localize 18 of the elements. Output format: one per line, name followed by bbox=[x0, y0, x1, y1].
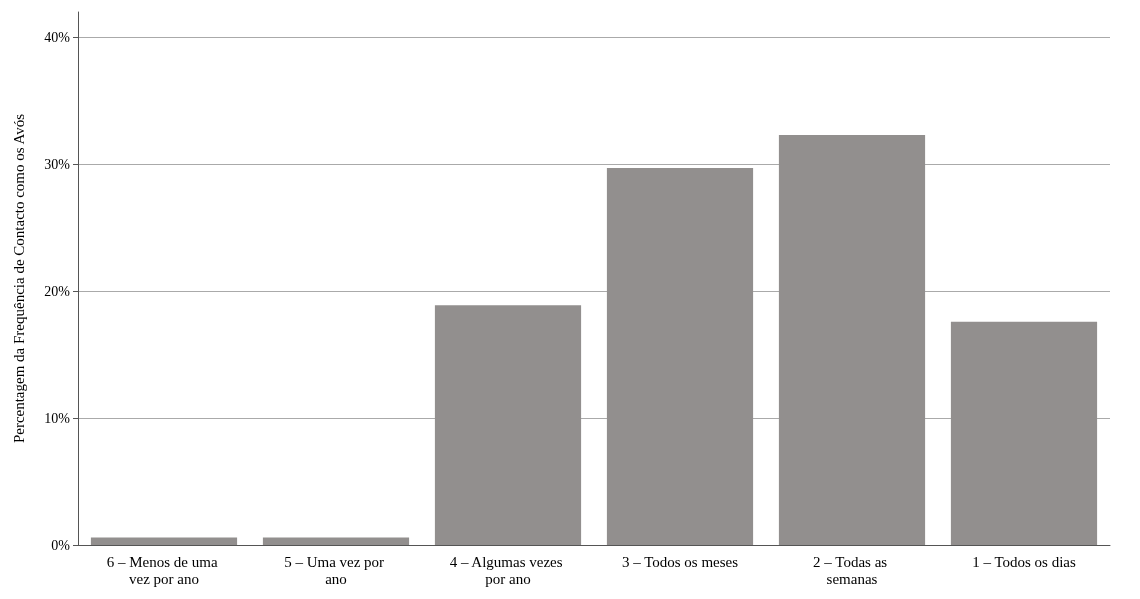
bar bbox=[90, 537, 238, 545]
y-tick-label: 40% bbox=[44, 29, 71, 45]
bar bbox=[434, 305, 582, 545]
x-tick-label: 3 – Todos os meses bbox=[621, 553, 739, 570]
y-tick-label: 30% bbox=[44, 156, 71, 172]
bar bbox=[778, 135, 926, 545]
y-tick-label: 10% bbox=[44, 410, 71, 426]
x-tick-label: 5 – Uma vez por ano bbox=[284, 553, 388, 587]
y-tick-label: 20% bbox=[44, 283, 71, 299]
bar bbox=[950, 321, 1098, 545]
bar bbox=[262, 537, 410, 545]
y-tick-label: 0% bbox=[51, 537, 71, 553]
x-tick-label: 1 – Todos os dias bbox=[972, 553, 1076, 570]
bar bbox=[606, 168, 754, 545]
x-tick-label: 6 – Menos de uma vez por ano bbox=[106, 553, 222, 587]
y-axis-title: Percentagem da Frequência de Contacto como os Avós bbox=[10, 113, 27, 444]
x-tick-label: 2 – Todas as semanas bbox=[813, 553, 891, 587]
x-tick-label: 4 – Algumas vezes por ano bbox=[449, 553, 567, 587]
